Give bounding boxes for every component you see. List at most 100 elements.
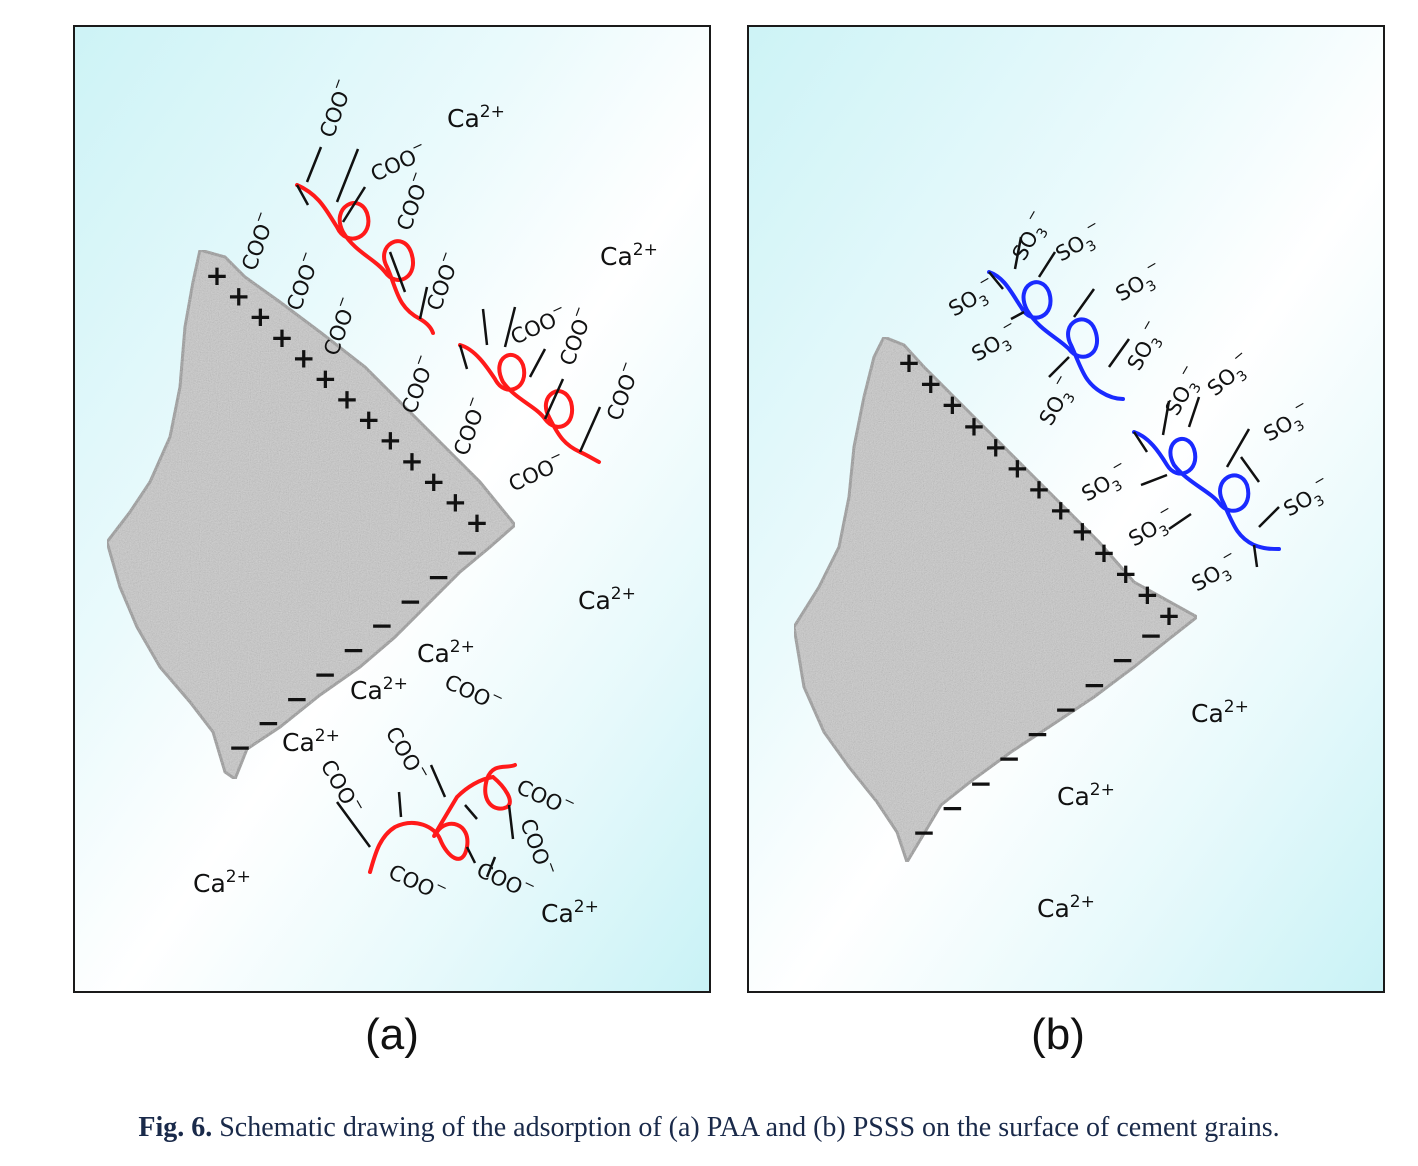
minus-sign: − bbox=[1054, 693, 1077, 726]
so3-label: SO3− bbox=[1277, 471, 1338, 526]
coo-label: COO− bbox=[599, 359, 645, 424]
plus-sign: + bbox=[1049, 494, 1072, 527]
plus-sign: + bbox=[1136, 578, 1159, 611]
diagram-psss: +++++++++++++ −−−−−−−−− SO3− SO3− SO3− S… bbox=[792, 206, 1338, 923]
coo-label: COO− bbox=[441, 667, 506, 717]
minus-charge-row: −−−−−−−−− bbox=[912, 619, 1162, 849]
figure-caption: Fig. 6. Schematic drawing of the adsorpt… bbox=[0, 1112, 1418, 1144]
diagram-paa: +++++++++++++ −−−−−−−−− COO− COO− COO− C… bbox=[105, 76, 658, 928]
psss-groups bbox=[988, 236, 1280, 568]
so3-label: SO3− bbox=[1003, 206, 1058, 267]
so3-label: SO3− bbox=[1118, 316, 1173, 377]
ca-ion: Ca2+ bbox=[1191, 697, 1249, 728]
minus-sign: − bbox=[969, 767, 992, 800]
ca-ion: Ca2+ bbox=[578, 584, 636, 615]
minus-sign: − bbox=[399, 585, 422, 618]
so3-label: SO3− bbox=[1156, 361, 1211, 422]
so3-label: SO3− bbox=[1049, 216, 1110, 271]
coo-label: COO− bbox=[279, 249, 325, 314]
so3-label: SO3− bbox=[1075, 456, 1136, 511]
minus-sign: − bbox=[228, 731, 251, 764]
coo-label: COO− bbox=[473, 855, 538, 905]
plus-sign: + bbox=[249, 300, 272, 333]
coo-label: COO− bbox=[385, 857, 450, 907]
plus-sign: + bbox=[379, 424, 402, 457]
paa-chain-3 bbox=[368, 763, 517, 874]
minus-sign: − bbox=[313, 658, 336, 691]
coo-label: COO− bbox=[234, 209, 280, 274]
plus-sign: + bbox=[984, 430, 1007, 463]
plus-sign: + bbox=[400, 444, 423, 477]
plus-sign: + bbox=[962, 409, 985, 442]
minus-sign: − bbox=[342, 634, 365, 667]
cement-grain bbox=[792, 335, 1200, 866]
coo-label: COO− bbox=[513, 772, 578, 822]
plus-sign: + bbox=[444, 485, 467, 518]
plus-sign: + bbox=[314, 362, 337, 395]
ca-ion: Ca2+ bbox=[447, 102, 505, 133]
coo-label: COO− bbox=[381, 721, 434, 786]
ca-ion: Ca2+ bbox=[1037, 892, 1095, 923]
plus-sign: + bbox=[1092, 536, 1115, 569]
plus-sign: + bbox=[205, 259, 228, 292]
minus-sign: − bbox=[1139, 619, 1162, 652]
plus-sign: + bbox=[335, 383, 358, 416]
ca-ion: Ca2+ bbox=[417, 637, 475, 668]
psss-chain-2 bbox=[1132, 430, 1281, 551]
so3-label: SO3− bbox=[1109, 256, 1170, 311]
minus-sign: − bbox=[1111, 644, 1134, 677]
ca-ion: Ca2+ bbox=[541, 897, 599, 928]
plus-sign: + bbox=[1027, 473, 1050, 506]
ca-ions: Ca2+ Ca2+ Ca2+ Ca2+ Ca2+ Ca2+ Ca2+ Ca2+ bbox=[193, 102, 658, 928]
so3-label: SO3− bbox=[1185, 546, 1246, 601]
plus-charge-row: +++++++++++++ bbox=[897, 346, 1180, 632]
ca-ion: Ca2+ bbox=[193, 867, 251, 898]
panel-a-label: (a) bbox=[365, 1010, 419, 1059]
ca-ions: Ca2+ Ca2+ Ca2+ bbox=[1037, 697, 1249, 923]
plus-sign: + bbox=[1006, 451, 1029, 484]
cement-grain bbox=[105, 248, 518, 782]
so3-label: SO3− bbox=[1030, 371, 1085, 432]
minus-sign: − bbox=[285, 682, 308, 715]
so3-label: SO3− bbox=[965, 316, 1026, 371]
minus-sign: − bbox=[1083, 668, 1106, 701]
ca-ion: Ca2+ bbox=[350, 674, 408, 705]
coo-label: COO− bbox=[394, 352, 440, 417]
so3-label: SO3− bbox=[1257, 396, 1318, 451]
plus-sign: + bbox=[1114, 557, 1137, 590]
coo-label: COO− bbox=[515, 814, 561, 879]
so3-label: SO3− bbox=[1122, 501, 1183, 556]
minus-sign: − bbox=[912, 816, 935, 849]
plus-sign: + bbox=[919, 367, 942, 400]
psss-chain-1 bbox=[987, 270, 1125, 401]
plus-sign: + bbox=[270, 321, 293, 354]
minus-charge-row: −−−−−−−−− bbox=[228, 536, 478, 764]
caption-text: Schematic drawing of the adsorption of (… bbox=[212, 1112, 1280, 1143]
plus-sign: + bbox=[292, 341, 315, 374]
minus-sign: − bbox=[370, 609, 393, 642]
panel-b-label: (b) bbox=[1031, 1010, 1085, 1059]
coo-label: COO− bbox=[316, 294, 362, 359]
coo-label: COO− bbox=[446, 394, 492, 459]
plus-sign: + bbox=[422, 465, 445, 498]
coo-label: COO− bbox=[312, 76, 358, 141]
figure-number: Fig. 6. bbox=[138, 1112, 213, 1143]
plus-sign: + bbox=[1071, 515, 1094, 548]
ca-ion: Ca2+ bbox=[600, 240, 658, 271]
plus-sign: + bbox=[465, 506, 488, 539]
minus-sign: − bbox=[997, 742, 1020, 775]
panel-b: + + + + + + + + + + + + + − − − − − − − − − SO3− SO3− SO3− S… bbox=[747, 25, 1385, 993]
panel-a: + + + + + + + + + + + + + − − − − − − − − − COO− COO− COO− C… bbox=[73, 25, 711, 993]
plus-sign: + bbox=[897, 346, 920, 379]
minus-sign: − bbox=[257, 707, 280, 740]
plus-sign: + bbox=[941, 388, 964, 421]
coo-label: COO− bbox=[389, 169, 435, 234]
coo-label: COO− bbox=[504, 447, 569, 497]
ca-ion: Ca2+ bbox=[1057, 780, 1115, 811]
minus-sign: − bbox=[1026, 718, 1049, 751]
minus-sign: − bbox=[427, 560, 450, 593]
paa-groups bbox=[295, 146, 602, 878]
ca-ion: Ca2+ bbox=[282, 726, 340, 757]
plus-sign: + bbox=[227, 280, 250, 313]
plus-sign: + bbox=[357, 403, 380, 436]
